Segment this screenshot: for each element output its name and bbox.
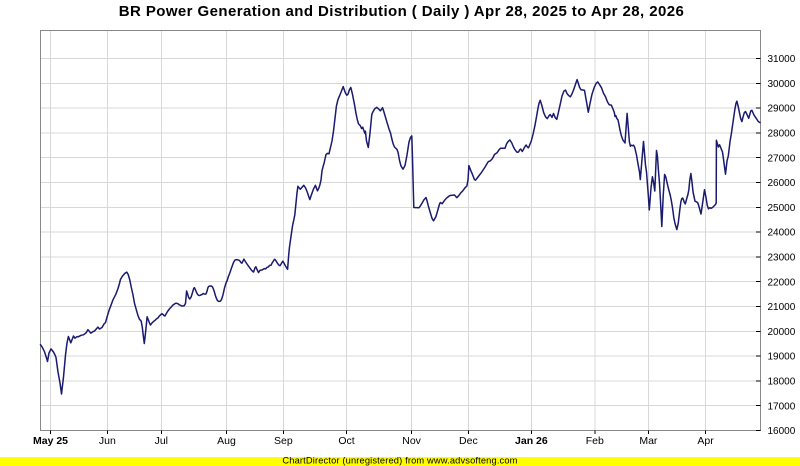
svg-text:20000: 20000 [768, 327, 796, 338]
svg-text:Dec: Dec [459, 435, 478, 447]
svg-text:16000: 16000 [768, 426, 796, 437]
svg-text:Jun: Jun [99, 435, 116, 447]
svg-text:Apr: Apr [697, 435, 714, 447]
svg-text:Nov: Nov [402, 435, 421, 447]
svg-text:Mar: Mar [639, 435, 658, 447]
svg-text:BR Power Generation and Distri: BR Power Generation and Distribution ( D… [119, 3, 685, 20]
svg-text:26000: 26000 [768, 178, 796, 189]
svg-text:ChartDirector (unregistered) f: ChartDirector (unregistered) from www.ad… [282, 456, 517, 466]
svg-text:Jul: Jul [155, 435, 168, 447]
svg-text:Oct: Oct [338, 435, 354, 447]
svg-text:May 25: May 25 [33, 435, 68, 447]
svg-text:18000: 18000 [768, 377, 796, 388]
svg-text:19000: 19000 [768, 352, 796, 363]
svg-text:Feb: Feb [586, 435, 604, 447]
svg-text:30000: 30000 [768, 79, 796, 90]
svg-text:29000: 29000 [768, 104, 796, 115]
svg-text:Aug: Aug [217, 435, 236, 447]
svg-text:25000: 25000 [768, 203, 796, 214]
svg-text:23000: 23000 [768, 253, 796, 264]
svg-text:Sep: Sep [274, 435, 293, 447]
svg-text:Jan 26: Jan 26 [515, 435, 548, 447]
svg-text:22000: 22000 [768, 277, 796, 288]
svg-text:27000: 27000 [768, 153, 796, 164]
svg-text:28000: 28000 [768, 129, 796, 140]
svg-text:24000: 24000 [768, 228, 796, 239]
svg-text:31000: 31000 [768, 54, 796, 65]
svg-text:21000: 21000 [768, 302, 796, 313]
svg-text:17000: 17000 [768, 401, 796, 412]
